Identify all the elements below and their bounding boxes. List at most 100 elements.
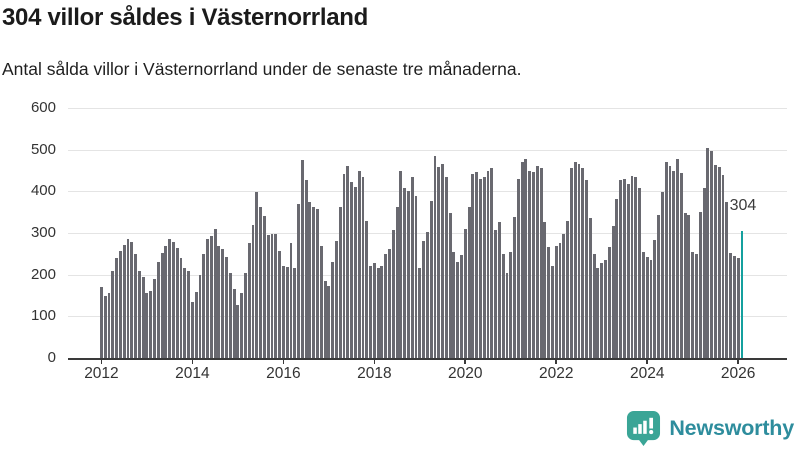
bar — [270, 233, 274, 358]
bar — [687, 215, 691, 358]
bar — [520, 162, 524, 358]
y-tick-label: 0 — [47, 349, 56, 366]
bar — [228, 272, 232, 358]
x-tick — [100, 358, 103, 364]
bar — [251, 224, 255, 358]
bar — [350, 182, 354, 358]
bar — [156, 262, 160, 358]
bar — [232, 289, 236, 358]
bar — [183, 268, 187, 358]
bar — [240, 293, 244, 358]
bar — [516, 178, 520, 358]
bar — [399, 170, 403, 358]
y-tick-label: 100 — [30, 307, 56, 325]
bar — [479, 178, 482, 358]
bar — [588, 218, 592, 358]
x-tick — [555, 358, 558, 364]
bar — [190, 301, 194, 358]
bar — [626, 183, 630, 358]
bar — [717, 167, 721, 358]
bar — [566, 220, 570, 358]
bar — [380, 265, 384, 358]
bar — [441, 164, 444, 358]
bar — [376, 268, 380, 358]
bar — [505, 273, 509, 358]
bar — [194, 292, 198, 358]
bar — [475, 171, 479, 358]
x-tick-label: 2012 — [84, 365, 119, 382]
bar — [160, 253, 164, 358]
bar — [539, 168, 543, 358]
bar — [721, 174, 725, 358]
bar — [444, 176, 448, 358]
bar — [266, 235, 270, 358]
newsworthy-speech-bubble-barchart-icon — [627, 411, 661, 446]
bar — [634, 176, 638, 358]
bar — [615, 198, 619, 358]
bar — [327, 286, 331, 358]
bar — [255, 192, 259, 358]
bar — [153, 278, 156, 358]
bar — [236, 304, 240, 358]
bar — [513, 217, 516, 358]
bar — [149, 290, 153, 358]
bar — [490, 168, 494, 358]
bar — [645, 256, 649, 358]
bar — [422, 240, 426, 358]
x-axis-line — [68, 357, 787, 360]
bar — [437, 167, 441, 358]
bar — [126, 239, 130, 358]
bar — [300, 160, 304, 358]
bar — [262, 216, 266, 358]
bar — [285, 267, 289, 358]
bar — [641, 251, 645, 358]
bar — [600, 263, 604, 358]
bar — [664, 162, 668, 358]
bar — [107, 293, 111, 358]
bar — [691, 251, 695, 358]
bar — [100, 287, 103, 358]
bar — [732, 255, 736, 358]
x-tick — [282, 358, 285, 364]
x-tick — [191, 358, 194, 364]
bar — [316, 208, 319, 358]
bar — [406, 190, 410, 358]
bar — [137, 270, 141, 358]
y-tick-label: 400 — [30, 182, 56, 200]
bar — [429, 200, 433, 358]
bar — [342, 173, 346, 358]
subtitle: Antal sålda villor i Västernorrland unde… — [2, 59, 522, 79]
bar — [592, 253, 596, 358]
bar — [736, 258, 740, 358]
bar — [543, 221, 547, 358]
x-tick-label: 2016 — [266, 365, 301, 382]
bar — [145, 292, 149, 358]
bar — [558, 243, 562, 358]
bar — [118, 250, 122, 358]
bar — [653, 240, 657, 358]
bar — [698, 212, 702, 358]
bar — [710, 150, 714, 358]
x-tick-label: 2026 — [720, 365, 756, 382]
bar — [297, 203, 300, 358]
bar — [638, 188, 642, 358]
bar — [501, 253, 505, 358]
bar — [497, 221, 501, 358]
bar — [569, 168, 573, 358]
bar — [372, 263, 376, 358]
bar — [471, 173, 475, 358]
bar — [619, 180, 623, 358]
bar — [577, 164, 581, 358]
bar — [281, 265, 285, 358]
gridline-600 — [68, 108, 787, 109]
bar — [425, 232, 429, 358]
headline: 304 villor såldes i Västernorrland — [2, 4, 368, 31]
highlighted-bar — [740, 231, 744, 358]
bar — [418, 268, 422, 358]
bar — [535, 165, 539, 358]
bar — [509, 251, 513, 358]
bar — [365, 220, 369, 358]
bar — [134, 253, 137, 358]
bar — [103, 296, 107, 358]
